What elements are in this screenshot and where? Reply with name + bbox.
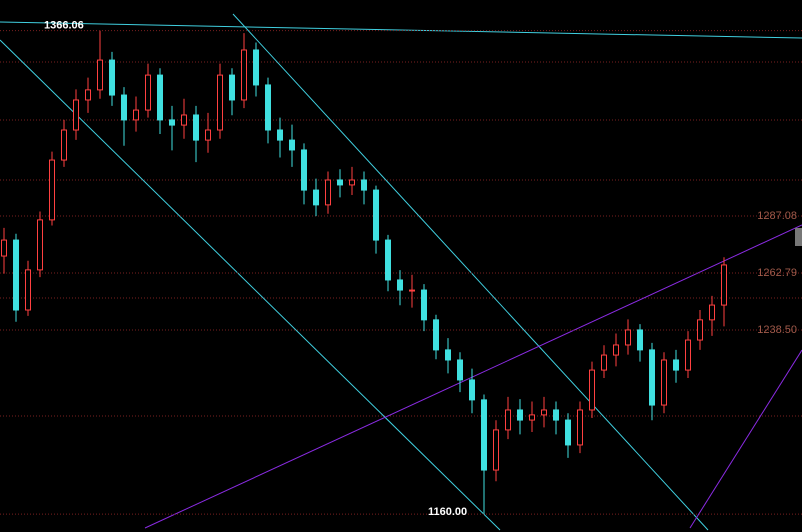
candle-body: [493, 429, 499, 471]
candle-body: [49, 159, 55, 221]
candle-body: [169, 119, 175, 126]
candle-body: [337, 179, 343, 186]
candle-body: [361, 179, 367, 191]
candle-body: [613, 344, 619, 356]
candle-body: [157, 74, 163, 121]
candle-body: [649, 349, 655, 406]
candle-body: [289, 139, 295, 151]
y-tick-label: 1287.08: [757, 210, 797, 222]
candle-body: [25, 269, 31, 311]
candle-body: [229, 74, 235, 101]
candle-body: [409, 289, 415, 292]
candle-body: [1, 239, 7, 257]
candle-body: [433, 319, 439, 351]
candle-body: [685, 339, 691, 371]
candle-body: [445, 349, 451, 361]
candle-body: [241, 49, 247, 101]
candle-body: [673, 359, 679, 371]
candle-body: [373, 189, 379, 241]
candle-body: [133, 109, 139, 121]
price-annotation: 1160.00: [428, 506, 467, 518]
y-tick-label: 1262.79: [757, 267, 797, 279]
channel-line: [144, 224, 802, 529]
candle-body: [457, 359, 463, 381]
trend-line: [0, 39, 501, 531]
y-tick-label: 1238.50: [757, 324, 797, 336]
candle-body: [397, 279, 403, 291]
candle-body: [85, 89, 91, 101]
candle-body: [349, 179, 355, 186]
scroll-tab[interactable]: [795, 228, 802, 246]
candle-body: [625, 329, 631, 346]
candle-body: [697, 319, 703, 341]
candle-body: [97, 59, 103, 91]
candle-body: [661, 359, 667, 406]
candle-body: [37, 219, 43, 271]
price-annotation: 1366.06: [44, 20, 84, 32]
candle-body: [301, 149, 307, 191]
trend-lines: [0, 13, 802, 531]
candle-body: [565, 419, 571, 446]
candle-body: [517, 409, 523, 421]
candle-body: [73, 99, 79, 131]
candle-body: [637, 329, 643, 351]
candle-body: [265, 84, 271, 131]
candle-body: [181, 114, 187, 126]
candle-body: [13, 239, 19, 311]
candle-body: [541, 409, 547, 416]
candle-body: [469, 379, 475, 401]
candle-body: [193, 114, 199, 141]
candle-body: [577, 409, 583, 446]
trend-line: [0, 21, 802, 39]
candle-body: [505, 409, 511, 431]
candle-body: [121, 94, 127, 121]
candle-body: [385, 239, 391, 281]
candle-body: [721, 264, 727, 306]
trend-line: [232, 13, 709, 531]
candle-body: [589, 369, 595, 411]
candle-body: [205, 129, 211, 141]
candle-body: [253, 49, 259, 86]
candle-body: [145, 74, 151, 111]
candle-body: [277, 129, 283, 141]
candle-body: [313, 189, 319, 206]
candle-body: [601, 354, 607, 371]
candle-body: [529, 414, 535, 421]
candle-body: [709, 304, 715, 321]
candle-body: [421, 289, 427, 321]
candle-body: [325, 179, 331, 206]
candle-body: [61, 129, 67, 161]
candle-body: [109, 59, 115, 96]
candle-body: [217, 74, 223, 131]
channel-line: [689, 349, 802, 529]
candle-body: [553, 409, 559, 421]
candle-body: [481, 399, 487, 471]
